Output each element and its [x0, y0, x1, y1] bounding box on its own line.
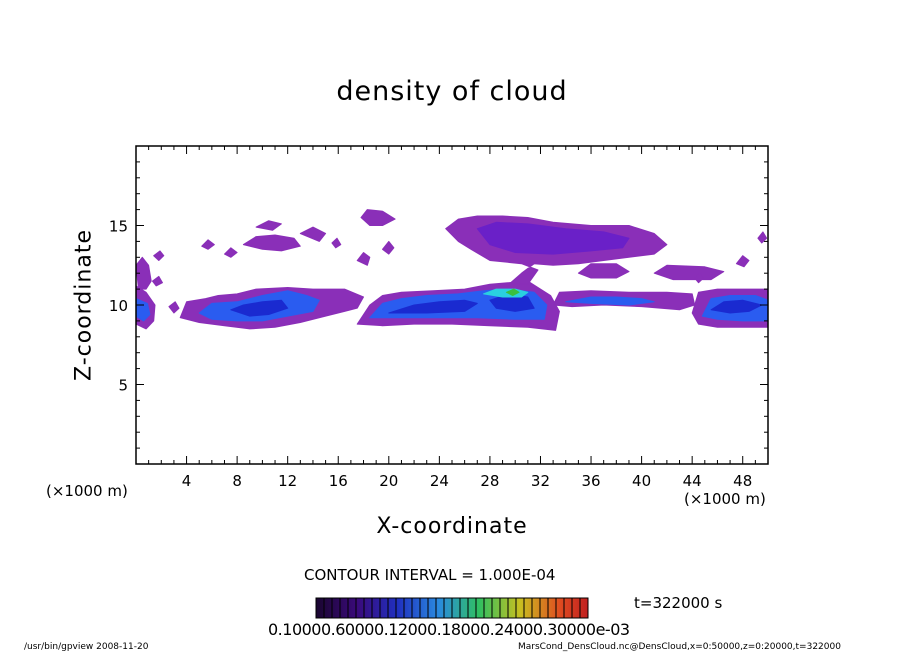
colorbar	[315, 597, 589, 619]
y-tick-label: 10	[109, 297, 128, 315]
cloud-region-purple	[153, 250, 165, 261]
cloud-regions	[136, 209, 768, 331]
x-tick-label: 32	[531, 472, 550, 490]
x-tick-label: 20	[379, 472, 398, 490]
colorbar-segments	[323, 598, 581, 618]
cloud-region-blue	[136, 298, 151, 322]
colorbar-labels: 0.10000.60000.12000.18000.24000.30000e-0…	[268, 620, 630, 639]
y-tick-label: 15	[109, 218, 128, 236]
footer-file-info: MarsCond_DensCloud.nc@DensCloud,x=0:5000…	[518, 642, 841, 652]
x-tick-label: 16	[329, 472, 348, 490]
cloud-region-purple	[224, 247, 238, 258]
cloud-region-purple	[360, 209, 396, 226]
cloud-region-green	[505, 288, 520, 296]
x-tick-label: 36	[581, 472, 600, 490]
chart-title: density of cloud	[336, 76, 568, 107]
x-tick-label: 4	[182, 472, 192, 490]
axis-ticks	[136, 146, 768, 464]
cloud-region-purple	[757, 231, 768, 244]
cloud-region-purple	[255, 220, 282, 231]
x-tick-label: 48	[733, 472, 752, 490]
cloud-region-purple	[735, 255, 750, 268]
x-tick-label: 12	[278, 472, 297, 490]
cloud-region-purple	[356, 252, 371, 266]
cloud-region-darkblue	[230, 299, 289, 317]
cloud-region-purple	[242, 234, 301, 252]
contour-interval-label: CONTOUR INTERVAL = 1.000E-04	[304, 566, 556, 584]
cloud-region-purple	[577, 263, 630, 279]
cloud-region-purple	[201, 239, 215, 250]
cloud-region-purple	[168, 301, 180, 314]
x-unit-label-left: (×1000 m)	[46, 482, 128, 500]
x-tick-label: 8	[232, 472, 242, 490]
time-label: t=322000 s	[634, 594, 723, 612]
cloud-region-darkblue	[388, 299, 478, 314]
x-unit-label-right: (×1000 m)	[684, 490, 766, 508]
cloud-region-purple	[382, 240, 395, 255]
cloud-region-purple	[653, 264, 725, 281]
x-tick-label: 40	[632, 472, 651, 490]
y-axis-label: Z-coordinate	[71, 229, 97, 381]
cloud-region-violet	[476, 221, 630, 255]
x-tick-label: 24	[430, 472, 449, 490]
x-axis-label: X-coordinate	[376, 514, 528, 539]
cloud-region-purple	[151, 275, 163, 287]
x-tick-label: 28	[480, 472, 499, 490]
cloud-region-purple	[694, 272, 704, 284]
y-tick-label: 5	[118, 377, 128, 395]
cloud-region-purple	[331, 237, 342, 249]
cloud-region-blue	[565, 296, 655, 306]
footer-program-date: /usr/bin/gpview 2008-11-20	[24, 642, 149, 652]
cloud-region-purple	[299, 226, 327, 242]
x-tick-label: 44	[683, 472, 702, 490]
